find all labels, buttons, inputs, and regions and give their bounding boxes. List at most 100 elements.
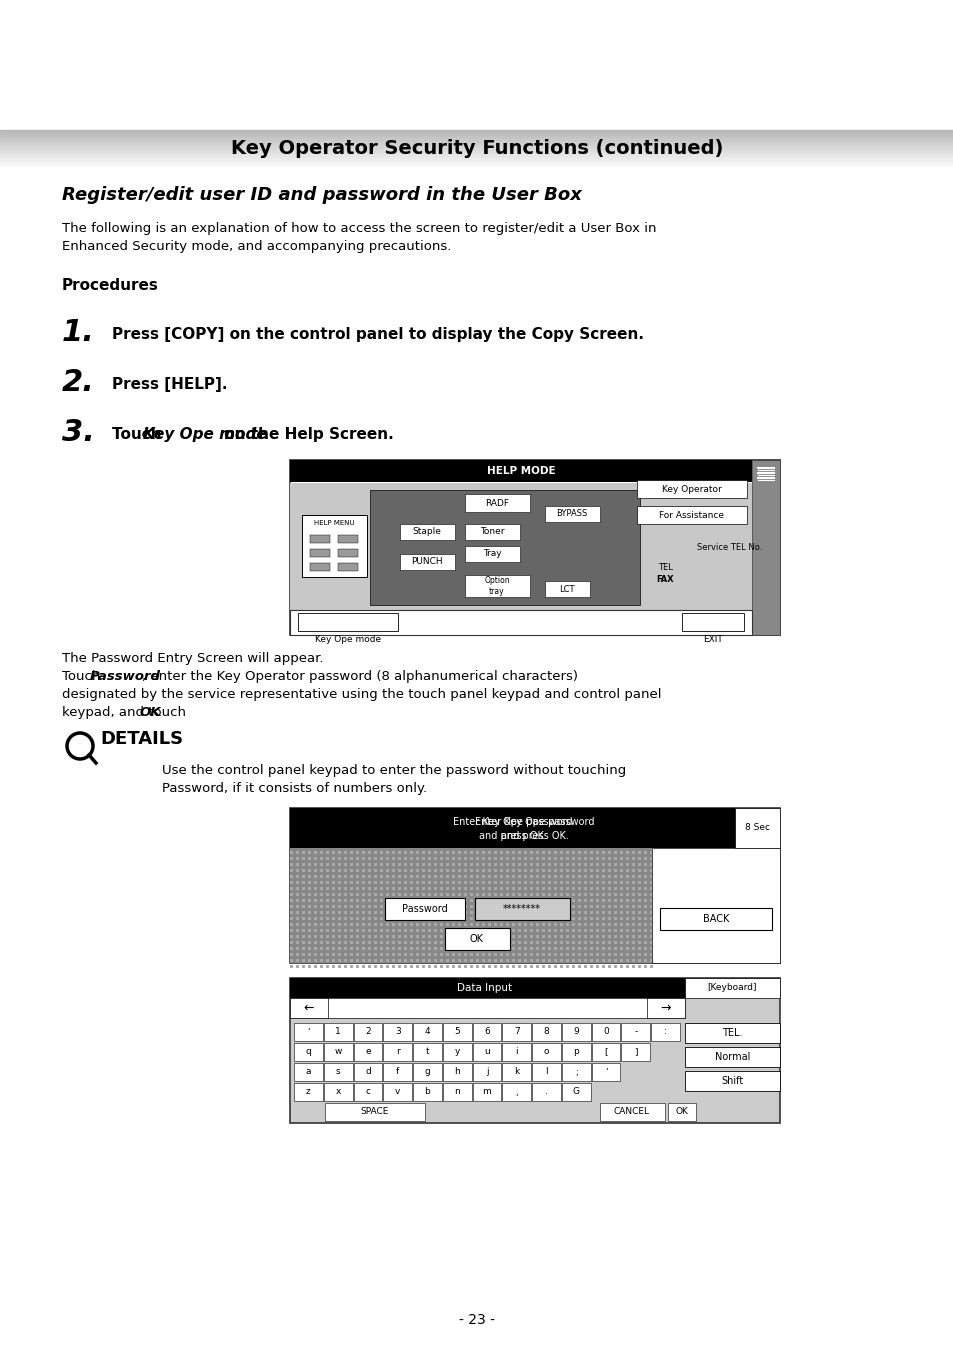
Bar <box>638 947 640 950</box>
Bar <box>410 952 413 957</box>
Text: v: v <box>395 1088 400 1097</box>
Bar <box>583 959 586 962</box>
Bar <box>607 929 610 932</box>
Bar <box>488 923 491 925</box>
Bar <box>337 893 340 896</box>
Bar <box>505 947 509 950</box>
Bar <box>499 875 502 878</box>
Bar <box>561 1043 590 1061</box>
Bar <box>290 978 780 998</box>
Bar <box>625 917 628 920</box>
Bar <box>589 893 593 896</box>
Bar <box>319 952 323 957</box>
Text: TEL.: TEL. <box>721 1028 742 1038</box>
Bar <box>295 942 298 944</box>
Bar <box>302 923 305 925</box>
Bar <box>326 893 329 896</box>
Bar <box>614 959 617 962</box>
Bar <box>397 917 400 920</box>
Bar <box>332 923 335 925</box>
Bar <box>457 929 460 932</box>
Bar <box>476 893 478 896</box>
Bar <box>494 959 497 962</box>
Bar <box>392 952 395 957</box>
Bar <box>643 917 646 920</box>
Bar <box>470 911 473 915</box>
Bar <box>583 923 586 925</box>
Bar <box>631 905 635 908</box>
Bar <box>517 869 520 871</box>
Bar <box>434 888 436 890</box>
Bar <box>392 923 395 925</box>
Bar <box>625 952 628 957</box>
Bar <box>290 857 293 861</box>
Bar <box>541 947 544 950</box>
Bar <box>361 898 365 902</box>
Text: .: . <box>158 707 162 719</box>
Bar <box>392 869 395 871</box>
Bar <box>337 898 340 902</box>
Bar <box>502 1023 531 1042</box>
Bar <box>421 857 424 861</box>
Bar <box>397 911 400 915</box>
Bar <box>413 1063 441 1081</box>
Bar <box>488 898 491 902</box>
Bar <box>428 869 431 871</box>
Bar <box>494 888 497 890</box>
Bar <box>337 875 340 878</box>
Bar <box>337 535 357 543</box>
Bar <box>439 911 442 915</box>
Bar <box>601 923 604 925</box>
Bar <box>638 917 640 920</box>
Bar <box>416 929 418 932</box>
Bar <box>554 952 557 957</box>
Text: 7: 7 <box>514 1028 519 1036</box>
Bar <box>614 857 617 861</box>
Text: z: z <box>306 1088 311 1097</box>
Bar <box>554 923 557 925</box>
Bar <box>614 923 617 925</box>
Bar <box>446 965 449 969</box>
Bar <box>332 893 335 896</box>
Bar <box>541 952 544 957</box>
Bar <box>386 965 389 969</box>
Bar <box>452 893 455 896</box>
Bar <box>470 965 473 969</box>
Bar <box>452 898 455 902</box>
Bar <box>536 917 538 920</box>
Bar <box>361 911 365 915</box>
Bar <box>631 911 635 915</box>
Bar <box>554 911 557 915</box>
Bar <box>428 965 431 969</box>
Bar <box>337 929 340 932</box>
Bar <box>434 947 436 950</box>
Bar <box>361 959 365 962</box>
Bar <box>410 881 413 884</box>
Bar <box>536 857 538 861</box>
Bar <box>476 863 478 866</box>
Bar <box>319 965 323 969</box>
Bar <box>596 917 598 920</box>
Bar <box>368 857 371 861</box>
Bar <box>494 875 497 878</box>
Bar <box>397 965 400 969</box>
Text: 8 Sec: 8 Sec <box>744 824 769 832</box>
Bar <box>410 863 413 866</box>
Bar <box>350 923 353 925</box>
Bar <box>319 905 323 908</box>
Bar <box>565 952 568 957</box>
Bar <box>457 917 460 920</box>
Bar <box>374 898 376 902</box>
Bar <box>428 952 431 957</box>
Bar <box>578 929 580 932</box>
Bar <box>638 875 640 878</box>
Bar <box>572 893 575 896</box>
Bar <box>470 875 473 878</box>
Bar <box>434 905 436 908</box>
Bar <box>512 935 515 938</box>
Bar <box>512 869 515 871</box>
Bar <box>494 869 497 871</box>
Bar <box>326 965 329 969</box>
Bar <box>578 863 580 866</box>
Bar <box>314 929 316 932</box>
